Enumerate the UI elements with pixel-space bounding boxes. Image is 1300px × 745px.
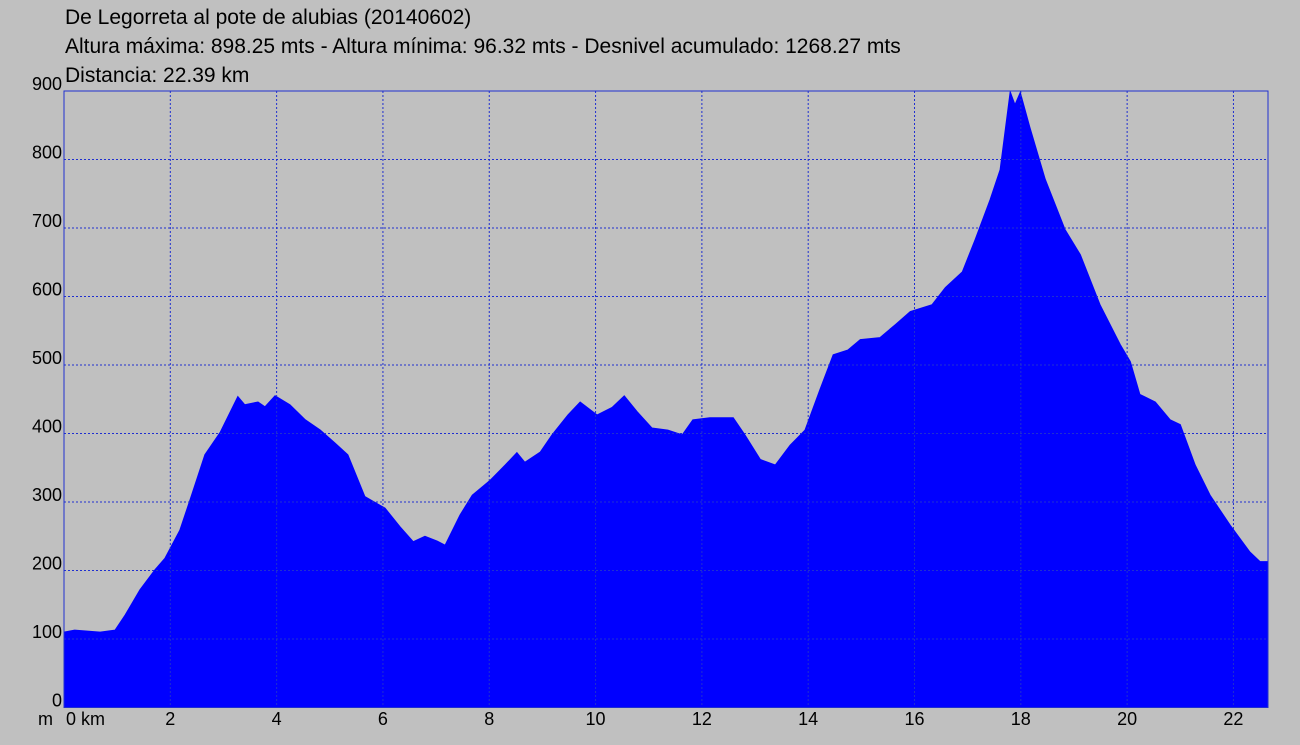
y-tick-label: 400 (32, 416, 62, 436)
y-tick-label: 100 (32, 622, 62, 642)
plot-frame (63, 90, 1269, 708)
x-tick-label: 16 (904, 709, 924, 729)
chart-subtitle: Altura máxima: 898.25 mts - Altura mínim… (65, 35, 901, 58)
chart-title: De Legorreta al pote de alubias (2014060… (65, 6, 471, 29)
x-tick-label: 14 (798, 709, 818, 729)
y-tick-label: 500 (32, 348, 62, 368)
y-axis-unit: m (38, 709, 53, 729)
x-tick-label: 0 km (66, 709, 105, 729)
y-tick-label: 600 (32, 279, 62, 299)
x-tick-label: 20 (1117, 709, 1137, 729)
x-tick-label: 10 (586, 709, 606, 729)
y-tick-label: 300 (32, 485, 62, 505)
y-tick-label: 0 (52, 690, 62, 710)
x-tick-label: 2 (165, 709, 175, 729)
y-tick-label: 200 (32, 553, 62, 573)
x-tick-label: 12 (692, 709, 712, 729)
y-tick-label: 800 (32, 142, 62, 162)
distance-note: Distancia: 22.39 km (65, 64, 249, 87)
x-tick-label: 6 (378, 709, 388, 729)
x-tick-label: 18 (1011, 709, 1031, 729)
y-tick-label: 900 (32, 74, 62, 94)
x-tick-label: 8 (484, 709, 494, 729)
x-tick-label: 4 (272, 709, 282, 729)
y-tick-label: 700 (32, 211, 62, 231)
elevation-area (63, 90, 1269, 708)
x-tick-label: 22 (1223, 709, 1243, 729)
